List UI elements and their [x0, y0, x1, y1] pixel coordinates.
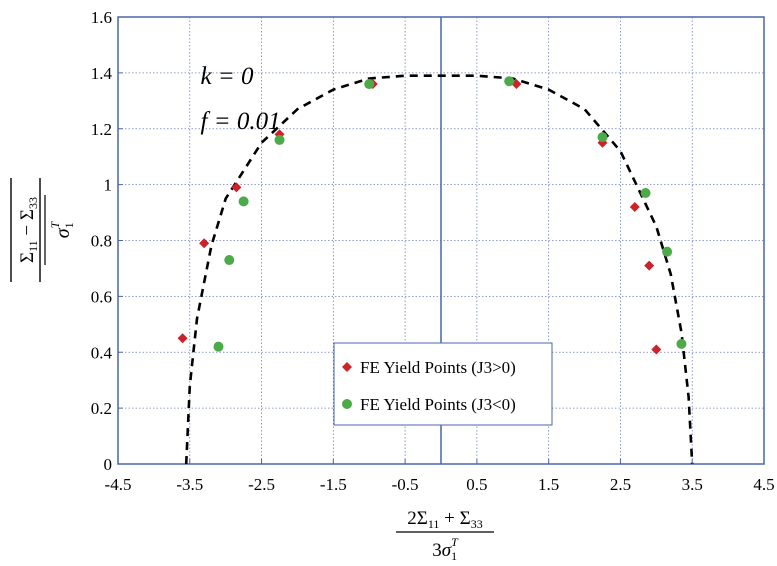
data-point-j3-negative: [274, 134, 285, 145]
annotation-k: k = 0: [201, 63, 254, 90]
data-point-j3-positive: [177, 333, 188, 344]
data-point-j3-negative: [504, 76, 515, 87]
data-point-j3-positive: [199, 238, 210, 249]
data-point-j3-negative: [597, 132, 608, 143]
x-tick-label: -4.5: [105, 475, 132, 494]
x-axis-label: 2Σ11 + Σ33 3σ1T: [396, 508, 494, 563]
data-point-j3-positive: [629, 201, 640, 212]
y-tick-label: 1: [104, 176, 113, 195]
x-tick-label: 2.5: [610, 475, 631, 494]
x-tick-label: -3.5: [176, 475, 203, 494]
x-tick-label: -2.5: [248, 475, 275, 494]
data-point-j3-negative: [238, 196, 249, 207]
legend-box: [333, 342, 553, 426]
annotation-f: f = 0.01: [201, 108, 281, 135]
legend: FE Yield Points (J3>0) FE Yield Points (…: [333, 342, 553, 426]
y-tick-label: 0.6: [91, 287, 112, 306]
x-tick-label: -0.5: [392, 475, 419, 494]
y-tick-label: 0: [104, 455, 113, 474]
y-axis-label: Σ11 − Σ33 σ1T: [10, 178, 76, 282]
data-point-j3-negative: [662, 246, 673, 257]
y-tick-label: 0.2: [91, 399, 112, 418]
y-tick-labels: 0 0.2 0.4 0.6 0.8 1 1.2 1.4 1.6: [91, 8, 123, 474]
x-tick-label: 1.5: [538, 475, 559, 494]
y-tick-label: 0.8: [91, 232, 112, 251]
x-label-denominator: 3σ1T: [432, 535, 459, 563]
data-point-j3-negative: [640, 188, 651, 199]
data-point-j3-positive: [644, 260, 655, 271]
y-tick-label: 1.4: [91, 64, 113, 83]
legend-circle-marker: [342, 399, 352, 409]
x-label-numerator: 2Σ11 + Σ33: [407, 508, 482, 531]
annotations: k = 0 f = 0.01: [201, 63, 281, 135]
data-point-j3-negative: [364, 79, 375, 90]
x-tick-label: 0.5: [466, 475, 487, 494]
data-point-j3-positive: [651, 344, 662, 355]
data-point-j3-positive: [231, 182, 242, 193]
x-tick-label: 4.5: [753, 475, 774, 494]
y-label-numerator: Σ11 − Σ33: [17, 197, 40, 263]
data-markers: [177, 76, 687, 355]
legend-diamond-marker: [342, 362, 352, 372]
analytical-yield-curve: [184, 74, 694, 465]
x-tick-label: -1.5: [320, 475, 347, 494]
data-point-j3-positive: [511, 79, 522, 90]
y-tick-label: 0.4: [91, 343, 113, 362]
y-tick-label: 1.6: [91, 8, 112, 27]
legend-label-j3-positive: FE Yield Points (J3>0): [360, 358, 516, 377]
data-point-j3-negative: [224, 255, 235, 266]
data-point-j3-negative: [676, 338, 687, 349]
x-tick-labels: -4.5 -3.5 -2.5 -1.5 -0.5 0.5 1.5 2.5 3.5 4.5: [105, 459, 775, 494]
data-point-j3-negative: [213, 341, 224, 352]
y-label-denominator: σ1T: [48, 220, 76, 238]
x-tick-label: 3.5: [682, 475, 703, 494]
legend-label-j3-negative: FE Yield Points (J3<0): [360, 395, 516, 414]
y-tick-label: 1.2: [91, 120, 112, 139]
